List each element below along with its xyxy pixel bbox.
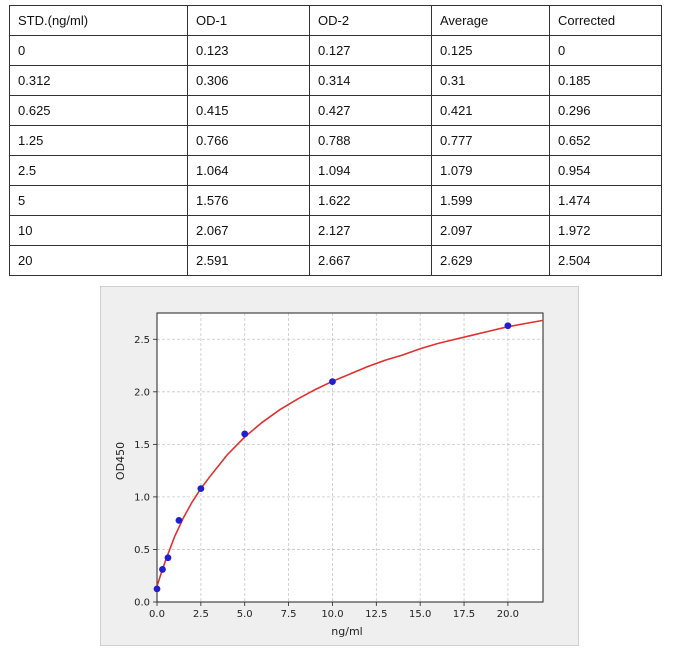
data-point xyxy=(504,322,512,330)
table-row: 0 0.123 0.127 0.125 0 xyxy=(9,35,662,66)
table-row: 2.5 1.064 1.094 1.079 0.954 xyxy=(9,155,662,186)
table-cell: 1.599 xyxy=(431,185,550,216)
column-header: Corrected xyxy=(549,5,662,36)
table-cell: 5 xyxy=(9,185,188,216)
table-cell: 0.312 xyxy=(9,65,188,96)
x-tick-label: 15.0 xyxy=(409,609,431,620)
x-tick-label: 17.5 xyxy=(453,609,475,620)
data-point xyxy=(175,516,183,524)
standard-curve-chart: 0.0 2.5 5.0 7.5 10.0 12.5 15.0 17.5 20.0 0.0 0.5 1.… xyxy=(114,312,544,638)
x-tick-label: 20.0 xyxy=(497,609,519,620)
x-tick-label: 10.0 xyxy=(321,609,343,620)
table-cell: 0.625 xyxy=(9,95,188,126)
table-cell: 0.127 xyxy=(309,35,432,66)
table-cell: 0.766 xyxy=(187,125,310,156)
fit-curve-line xyxy=(157,319,543,587)
table-cell: 1.079 xyxy=(431,155,550,186)
table-cell: 0.185 xyxy=(549,65,662,96)
table-cell: 20 xyxy=(9,245,188,276)
y-axis-label: OD450 xyxy=(114,442,127,480)
table-cell: 2.067 xyxy=(187,215,310,246)
table-cell: 2.591 xyxy=(187,245,310,276)
data-point xyxy=(241,430,249,438)
table-cell: 2.504 xyxy=(549,245,662,276)
standards-table: STD.(ng/ml) OD-1 OD-2 Average Corrected 0 0.12… xyxy=(9,5,662,276)
y-tick-label: 2.5 xyxy=(134,335,150,346)
plot-frame xyxy=(156,312,544,603)
table-cell: 1.972 xyxy=(549,215,662,246)
axes: 0.0 2.5 5.0 7.5 10.0 12.5 15.0 17.5 20.0 0.0 0.5 1.… xyxy=(134,312,544,620)
y-tick-label: 0.5 xyxy=(134,545,150,556)
data-points xyxy=(153,322,512,593)
y-tick-label: 1.0 xyxy=(134,492,150,503)
data-point xyxy=(197,485,205,493)
fit-curve xyxy=(157,319,543,587)
table-cell: 10 xyxy=(9,215,188,246)
x-axis-label: ng/ml xyxy=(331,625,362,638)
table-cell: 0.306 xyxy=(187,65,310,96)
x-tick-label: 2.5 xyxy=(193,609,209,620)
table-cell: 2.097 xyxy=(431,215,550,246)
y-tick-label: 2.0 xyxy=(134,387,150,398)
table-cell: 0.415 xyxy=(187,95,310,126)
table-cell: 0.296 xyxy=(549,95,662,126)
table-row: 1.25 0.766 0.788 0.777 0.652 xyxy=(9,125,662,156)
table-cell: 0.427 xyxy=(309,95,432,126)
plot-area xyxy=(157,313,543,602)
table-cell: 1.094 xyxy=(309,155,432,186)
table-cell: 2.629 xyxy=(431,245,550,276)
table-header-row: STD.(ng/ml) OD-1 OD-2 Average Corrected xyxy=(9,5,662,36)
table-cell: 0.31 xyxy=(431,65,550,96)
table-row: 5 1.576 1.622 1.599 1.474 xyxy=(9,185,662,216)
table-cell: 1.25 xyxy=(9,125,188,156)
table-cell: 2.127 xyxy=(309,215,432,246)
table-cell: 1.064 xyxy=(187,155,310,186)
table-cell: 0.777 xyxy=(431,125,550,156)
x-tick-label: 7.5 xyxy=(281,609,297,620)
table-row: 0.312 0.306 0.314 0.31 0.185 xyxy=(9,65,662,96)
standard-curve-panel: 0.0 2.5 5.0 7.5 10.0 12.5 15.0 17.5 20.0 0.0 0.5 1.… xyxy=(100,286,579,646)
table-cell: 2.667 xyxy=(309,245,432,276)
table-cell: 2.5 xyxy=(9,155,188,186)
table-cell: 1.474 xyxy=(549,185,662,216)
column-header: Average xyxy=(431,5,550,36)
data-point xyxy=(164,554,172,562)
table-cell: 1.622 xyxy=(309,185,432,216)
column-header: OD-1 xyxy=(187,5,310,36)
x-tick-label: 0.0 xyxy=(149,609,165,620)
x-tick-label: 12.5 xyxy=(365,609,387,620)
column-header: OD-2 xyxy=(309,5,432,36)
table-cell: 0 xyxy=(549,35,662,66)
table-cell: 1.576 xyxy=(187,185,310,216)
table-cell: 0.125 xyxy=(431,35,550,66)
table-row: 20 2.591 2.667 2.629 2.504 xyxy=(9,245,662,276)
table-row: 0.625 0.415 0.427 0.421 0.296 xyxy=(9,95,662,126)
y-tick-label: 0.0 xyxy=(134,598,150,609)
table-cell: 0 xyxy=(9,35,188,66)
data-point xyxy=(329,378,336,386)
y-tick-label: 1.5 xyxy=(134,440,150,451)
table-cell: 0.123 xyxy=(187,35,310,66)
table-cell: 0.954 xyxy=(549,155,662,186)
data-point xyxy=(153,585,161,593)
data-point xyxy=(159,566,166,573)
column-header: STD.(ng/ml) xyxy=(9,5,188,36)
table-cell: 0.652 xyxy=(549,125,662,156)
x-tick-label: 5.0 xyxy=(237,609,253,620)
table-cell: 0.788 xyxy=(309,125,432,156)
table-cell: 0.421 xyxy=(431,95,550,126)
table-row: 10 2.067 2.127 2.097 1.972 xyxy=(9,215,662,246)
grid-lines xyxy=(156,313,543,603)
table-cell: 0.314 xyxy=(309,65,432,96)
